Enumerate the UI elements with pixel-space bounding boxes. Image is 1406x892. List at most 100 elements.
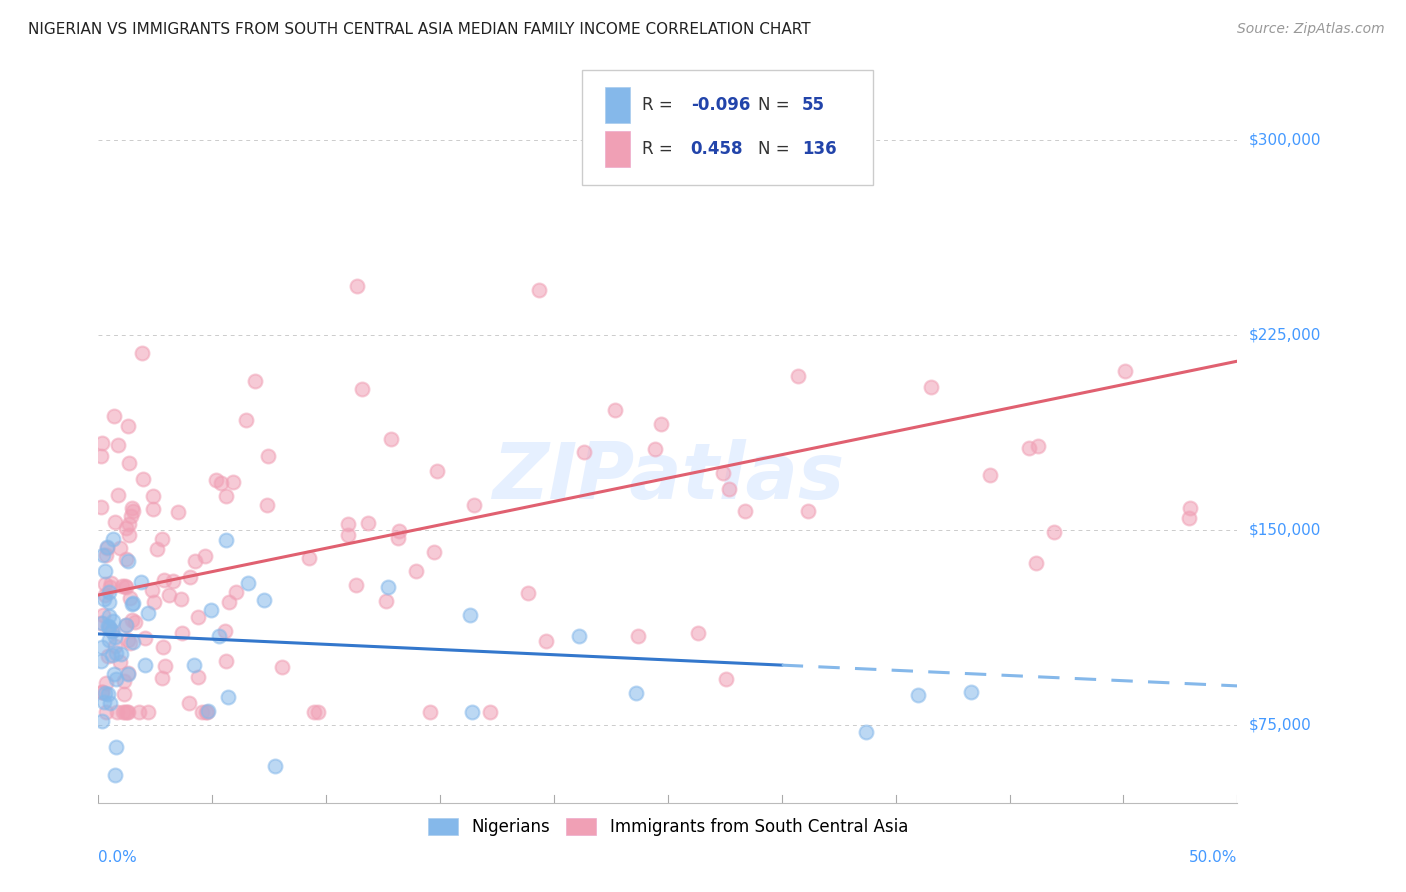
Point [1026, 439, 1049, 453]
Point [644, 442, 666, 456]
Point [121, 613, 143, 627]
Point [150, 533, 173, 547]
Point [101, 615, 124, 629]
Point [120, 636, 142, 650]
Point [104, 767, 127, 781]
Point [208, 629, 231, 643]
Point [90, 654, 112, 668]
Point [94, 548, 117, 562]
Point [94, 576, 117, 591]
Text: 136: 136 [803, 140, 837, 158]
Point [100, 648, 122, 662]
Point [128, 705, 150, 719]
Point [117, 632, 139, 647]
Text: $150,000: $150,000 [1249, 523, 1320, 538]
Point [104, 673, 127, 687]
Point [157, 588, 180, 602]
Point [90, 685, 112, 699]
Point [1178, 501, 1201, 516]
Text: -0.096: -0.096 [690, 96, 749, 114]
Point [141, 583, 163, 598]
Point [138, 606, 160, 620]
Point [172, 625, 194, 640]
Point [380, 432, 402, 446]
Point [711, 466, 734, 480]
Point [1018, 441, 1040, 455]
Point [117, 516, 139, 531]
Point [350, 383, 373, 397]
Point [96, 541, 118, 555]
Point [114, 617, 136, 632]
Text: Source: ZipAtlas.com: Source: ZipAtlas.com [1237, 22, 1385, 37]
Point [336, 516, 359, 531]
Point [134, 631, 156, 645]
Point [152, 640, 174, 654]
Point [132, 472, 155, 486]
Point [98, 609, 121, 624]
Point [624, 686, 647, 700]
Point [115, 705, 138, 719]
Point [257, 450, 280, 464]
Point [134, 657, 156, 672]
Point [264, 759, 287, 773]
Point [93, 695, 115, 709]
Point [195, 705, 218, 719]
Point [1178, 510, 1201, 524]
Point [117, 666, 139, 681]
Point [136, 705, 159, 719]
Point [117, 705, 139, 719]
Point [150, 671, 173, 685]
Point [225, 584, 247, 599]
Point [94, 705, 117, 719]
Text: 55: 55 [803, 96, 825, 114]
Point [129, 574, 152, 589]
Point [114, 579, 136, 593]
Point [388, 524, 411, 539]
Point [94, 675, 117, 690]
Point [218, 594, 240, 608]
Point [1114, 364, 1136, 378]
Text: R =: R = [641, 140, 678, 158]
Point [423, 545, 446, 559]
Point [93, 592, 115, 607]
Point [426, 464, 449, 478]
Point [98, 621, 121, 635]
Point [1043, 525, 1066, 540]
Point [191, 705, 214, 719]
Point [118, 591, 141, 605]
Point [460, 607, 482, 622]
Point [142, 595, 165, 609]
Text: 50.0%: 50.0% [1189, 849, 1237, 864]
Point [167, 505, 190, 519]
Point [96, 541, 118, 555]
Text: $225,000: $225,000 [1249, 327, 1320, 343]
Point [461, 705, 484, 719]
Text: 0.0%: 0.0% [98, 849, 138, 864]
Point [90, 714, 112, 728]
Point [114, 705, 136, 719]
Point [527, 283, 550, 297]
Point [960, 685, 983, 699]
Point [346, 278, 368, 293]
Point [387, 531, 409, 545]
Point [650, 417, 672, 432]
Point [98, 620, 121, 634]
Point [209, 475, 232, 490]
Point [142, 502, 165, 516]
Point [111, 705, 134, 719]
Point [235, 413, 257, 427]
Point [627, 629, 650, 643]
Point [104, 639, 127, 653]
Point [517, 586, 540, 600]
Point [108, 656, 131, 670]
FancyBboxPatch shape [582, 70, 873, 185]
Point [463, 498, 485, 512]
Point [405, 564, 427, 578]
Point [101, 624, 124, 638]
Text: NIGERIAN VS IMMIGRANTS FROM SOUTH CENTRAL ASIA MEDIAN FAMILY INCOME CORRELATION : NIGERIAN VS IMMIGRANTS FROM SOUTH CENTRA… [28, 22, 811, 37]
Point [253, 593, 276, 607]
Point [797, 504, 820, 518]
Point [271, 660, 294, 674]
Point [100, 576, 122, 591]
Point [90, 500, 112, 514]
